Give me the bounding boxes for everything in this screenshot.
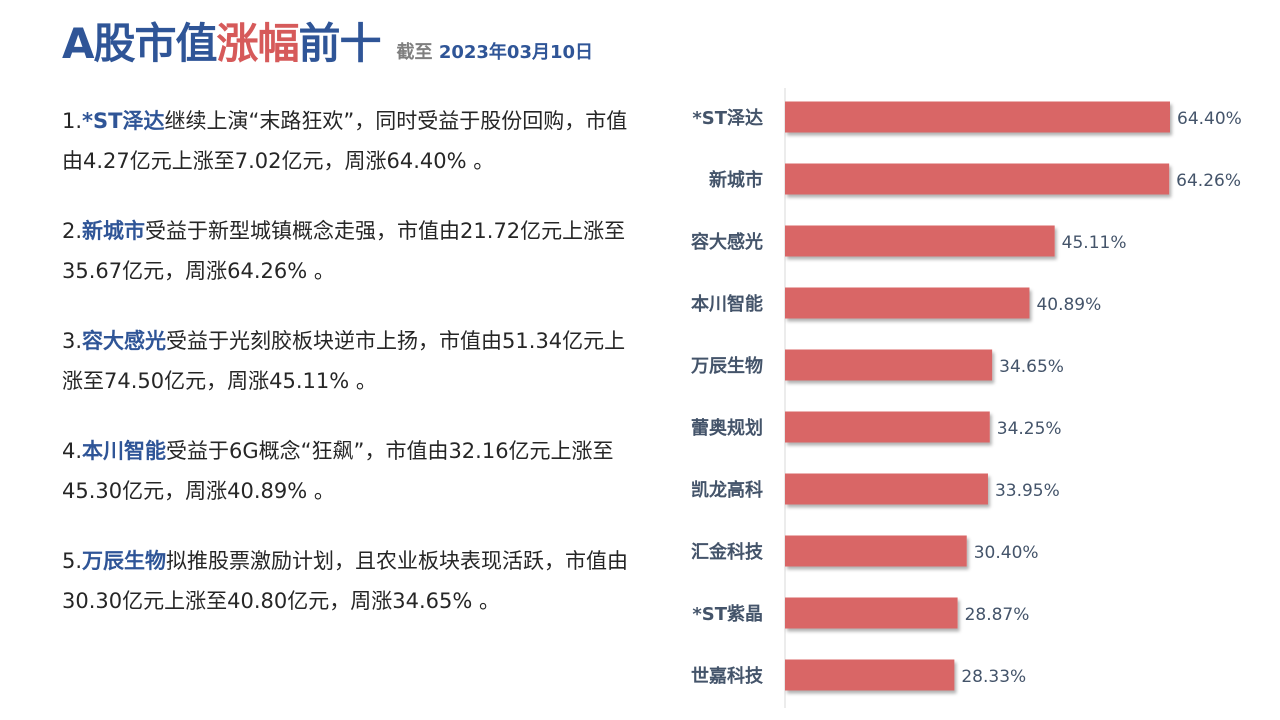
description-item: 1.*ST泽达继续上演“末路狂欢”，同时受益于股份回购，市值由4.27亿元上涨至… bbox=[62, 102, 642, 181]
bar bbox=[785, 225, 1055, 257]
data-label: 34.65% bbox=[999, 357, 1064, 377]
stock-name: 新城市 bbox=[82, 219, 146, 243]
bar bbox=[785, 473, 988, 505]
description-item: 5.万辰生物拟推股票激励计划，且农业板块表现活跃，市值由30.30亿元上涨至40… bbox=[62, 542, 642, 621]
item-text: 拟推股票激励计划，且农业板块表现活跃，市值由30.30亿元上涨至40.80亿元，… bbox=[62, 549, 629, 613]
description-item: 3.容大感光受益于光刻胶板块逆市上扬，市值由51.34亿元上涨至74.50亿元，… bbox=[62, 322, 642, 401]
title-suffix: 前十 bbox=[298, 19, 382, 68]
item-text: 受益于新型城镇概念走强，市值由21.72亿元上涨至35.67亿元，周涨64.26… bbox=[62, 219, 626, 283]
data-label: 40.89% bbox=[1036, 295, 1101, 315]
category-label: 世嘉科技 bbox=[691, 665, 764, 687]
bar-chart: *ST泽达 64.40% 新城市 64.26% 容大感光 45.11% 本川智能 40.89%… bbox=[690, 88, 1242, 708]
description-list: 1.*ST泽达继续上演“末路狂欢”，同时受益于股份回购，市值由4.27亿元上涨至… bbox=[62, 102, 642, 652]
data-label: 64.40% bbox=[1177, 109, 1242, 129]
stock-name: 容大感光 bbox=[82, 329, 167, 353]
item-number: 1. bbox=[62, 109, 83, 133]
category-label: 汇金科技 bbox=[691, 541, 764, 563]
bar bbox=[785, 287, 1030, 319]
item-number: 5. bbox=[62, 549, 83, 573]
category-label: *ST泽达 bbox=[692, 107, 763, 129]
bar bbox=[785, 349, 993, 381]
category-label: 新城市 bbox=[709, 169, 763, 191]
page-title: A股市值涨幅前十 截至 2023年03月10日 bbox=[62, 10, 593, 71]
item-text: 受益于6G概念“狂飙”，市值由32.16亿元上涨至45.30亿元，周涨40.89… bbox=[62, 439, 614, 503]
data-label: 45.11% bbox=[1062, 233, 1127, 253]
data-label: 34.25% bbox=[997, 419, 1062, 439]
title-prefix: A股市值 bbox=[62, 19, 218, 68]
data-label: 28.33% bbox=[961, 667, 1026, 687]
item-text: 受益于光刻胶板块逆市上扬，市值由51.34亿元上涨至74.50亿元，周涨45.1… bbox=[62, 329, 626, 393]
title-text: A股市值涨幅前十 bbox=[62, 10, 382, 71]
date-note: 截至 2023年03月10日 bbox=[397, 38, 593, 64]
title-highlight: 涨幅 bbox=[216, 19, 300, 68]
stock-name: 本川智能 bbox=[82, 439, 167, 463]
date-value: 2023年03月10日 bbox=[438, 42, 594, 63]
bar bbox=[785, 535, 967, 567]
category-label: 万辰生物 bbox=[690, 355, 763, 377]
bar bbox=[785, 597, 958, 629]
description-item: 4.本川智能受益于6G概念“狂飙”，市值由32.16亿元上涨至45.30亿元，周… bbox=[62, 432, 642, 511]
item-text: 继续上演“末路狂欢”，同时受益于股份回购，市值由4.27亿元上涨至7.02亿元，… bbox=[62, 109, 628, 173]
bar bbox=[785, 411, 990, 443]
category-label: 本川智能 bbox=[691, 293, 763, 315]
item-number: 4. bbox=[62, 439, 83, 463]
stock-name: 万辰生物 bbox=[82, 549, 167, 573]
data-label: 28.87% bbox=[965, 605, 1030, 625]
category-label: 凯龙高科 bbox=[691, 479, 763, 501]
data-label: 33.95% bbox=[995, 481, 1060, 501]
date-label: 截至 bbox=[396, 42, 433, 63]
data-label: 30.40% bbox=[974, 543, 1039, 563]
bar bbox=[785, 101, 1170, 133]
category-label: 蕾奥规划 bbox=[691, 417, 763, 439]
bar bbox=[785, 659, 955, 691]
item-number: 2. bbox=[62, 219, 83, 243]
description-item: 2.新城市受益于新型城镇概念走强，市值由21.72亿元上涨至35.67亿元，周涨… bbox=[62, 212, 642, 291]
category-label: 容大感光 bbox=[691, 231, 763, 253]
stock-name: *ST泽达 bbox=[82, 109, 165, 133]
item-number: 3. bbox=[62, 329, 83, 353]
data-label: 64.26% bbox=[1176, 171, 1241, 191]
category-label: *ST紫晶 bbox=[692, 603, 763, 625]
bar bbox=[785, 163, 1170, 195]
